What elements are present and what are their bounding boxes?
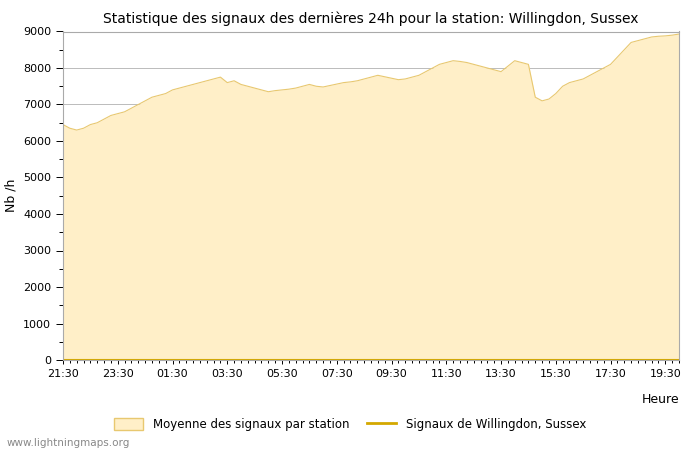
Title: Statistique des signaux des dernières 24h pour la station: Willingdon, Sussex: Statistique des signaux des dernières 24…: [104, 12, 638, 26]
Y-axis label: Nb /h: Nb /h: [4, 179, 18, 212]
Text: www.lightningmaps.org: www.lightningmaps.org: [7, 438, 130, 448]
Text: Heure: Heure: [641, 393, 679, 406]
Legend: Moyenne des signaux par station, Signaux de Willingdon, Sussex: Moyenne des signaux par station, Signaux…: [113, 418, 587, 431]
